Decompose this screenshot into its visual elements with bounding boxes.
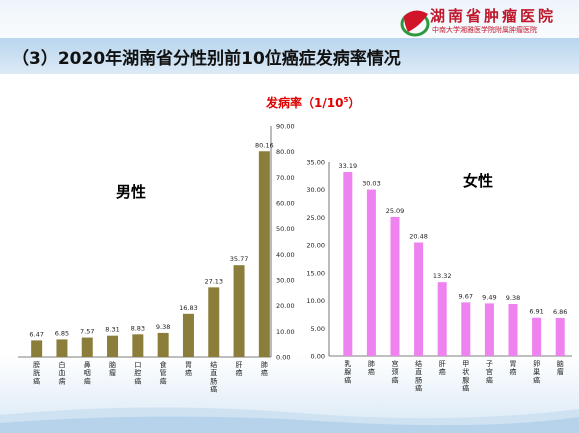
female-bar [461,302,471,356]
male-data-label: 35.77 [230,255,249,263]
female-bar [532,317,542,356]
female-data-label: 6.91 [529,308,543,316]
male-category-label: 肺癌 [261,361,268,377]
female-data-label: 20.48 [409,232,428,240]
female-bar [343,172,353,356]
female-data-label: 9.67 [459,292,473,300]
male-bar [157,332,169,357]
female-data-label: 30.03 [362,180,381,188]
female-ytick-label: 10.00 [306,297,325,305]
female-data-label: 13.32 [433,272,452,280]
male-bar [81,337,93,357]
title-bar [0,38,579,74]
female-ytick-label: 25.00 [306,214,325,222]
male-bar [208,287,220,357]
male-ytick-label: 80.00 [276,148,295,156]
male-category-label: 鼻咽癌 [84,360,91,385]
male-bar [56,339,68,357]
female-bar [366,189,376,356]
female-bar [555,317,565,356]
male-bar [258,151,270,357]
female-category-label: 宫颈癌 [392,359,399,384]
unit-label: 发病率（1/105） [266,96,361,110]
female-ytick-label: 0.00 [311,353,325,361]
page-title: （3）2020年湖南省分性别前10位癌症发病率情况 [12,49,401,69]
male-data-label: 7.57 [80,328,94,336]
male-category-label: 食管癌 [160,360,167,385]
male-ytick-label: 50.00 [276,225,295,233]
female-bar [508,304,518,356]
male-ytick-label: 20.00 [276,302,295,310]
female-bar [484,303,494,356]
female-ytick-label: 35.00 [306,159,325,167]
female-category-label: 乳腺癌 [344,359,351,384]
male-bar [182,313,194,357]
male-data-label: 80.16 [255,141,274,149]
female-data-label: 9.38 [506,294,520,302]
female-category-label: 肝癌 [439,360,446,376]
male-bar [31,340,43,357]
female-ytick-label: 5.00 [311,325,325,333]
female-data-label: 6.86 [553,308,567,316]
female-chart-title: 女性 [463,172,494,190]
female-category-label: 脑瘤 [557,359,564,376]
female-data-label: 9.49 [482,293,496,301]
male-ytick-label: 10.00 [276,328,295,336]
male-data-label: 6.47 [29,330,43,338]
female-bar [414,242,424,356]
male-category-label: 胃癌 [185,361,192,377]
female-ytick-label: 20.00 [306,242,325,250]
logo-org-name: 湖南省肿瘤医院 [430,7,557,25]
male-category-label: 肝癌 [236,361,243,377]
male-data-label: 8.31 [105,326,119,334]
male-chart-title: 男性 [116,183,147,201]
female-category-label: 卵巢癌 [533,359,540,384]
male-ytick-label: 90.00 [276,123,295,131]
female-category-label: 甲状腺癌 [462,360,469,393]
female-category-label: 胃癌 [510,360,517,376]
male-ytick-label: 40.00 [276,251,295,259]
male-ytick-label: 70.00 [276,174,295,182]
female-category-label: 子宫癌 [486,360,493,384]
male-data-label: 27.13 [204,277,223,285]
male-category-label: 口腔癌 [134,361,141,385]
male-ytick-label: 30.00 [276,277,295,285]
male-data-label: 16.83 [179,304,198,312]
male-ytick-label: 0.00 [276,354,290,362]
male-category-label: 膀胱癌 [33,360,40,385]
male-category-label: 脑瘤 [109,360,116,377]
female-category-label: 肺癌 [368,360,375,376]
male-data-label: 9.38 [156,323,170,331]
male-data-label: 8.83 [131,324,145,332]
female-bar [390,216,400,356]
logo-sub-name: 中南大学湘雅医学院附属肿瘤医院 [432,26,537,34]
hospital-logo-icon [400,10,430,37]
female-data-label: 33.19 [338,162,357,170]
footer-wave [0,407,579,433]
female-bar [437,282,447,356]
male-data-label: 6.85 [55,329,69,337]
female-ytick-label: 30.00 [306,186,325,194]
female-ytick-label: 15.00 [306,269,325,277]
male-bar [233,265,245,357]
female-data-label: 25.09 [386,207,405,215]
male-category-label: 结直肠癌 [210,360,217,394]
male-bar [107,335,119,357]
female-category-label: 结直肠癌 [415,359,422,393]
male-ytick-label: 60.00 [276,200,295,208]
male-bar [132,334,144,357]
male-category-label: 白血病 [58,360,65,385]
